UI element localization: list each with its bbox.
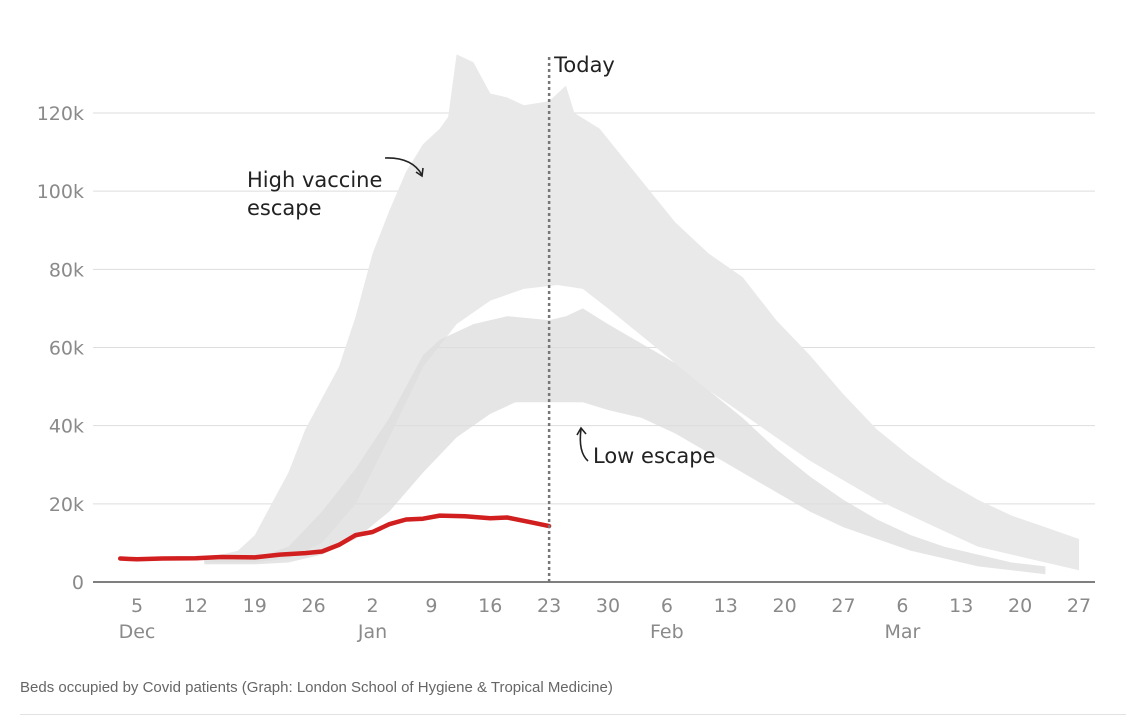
y-tick-label: 120k — [37, 103, 84, 125]
y-tick-label: 60k — [49, 338, 84, 360]
chart: 0 20k 40k 60k 80k 100k 120k 5 Dec 12 19 26 2 Jan 9 16 2… — [37, 53, 1095, 643]
y-tick-label: 80k — [49, 259, 84, 281]
x-tick-label: 5 — [131, 595, 143, 617]
x-month-label: Dec — [119, 621, 156, 643]
x-tick-label: 13 — [714, 595, 738, 617]
annotation-arrowhead-icon — [576, 426, 587, 436]
series-line-actual — [117, 513, 552, 562]
x-tick-label: 30 — [596, 595, 620, 617]
x-tick-label: 23 — [537, 595, 561, 617]
x-tick-label: 12 — [184, 595, 208, 617]
y-axis-ticks: 0 20k 40k 60k 80k 100k 120k — [37, 103, 84, 594]
today-label: Today — [553, 53, 615, 77]
annotation-high-escape-line2: escape — [247, 196, 322, 220]
annotation-arrowhead-icon — [415, 167, 424, 178]
chart-caption: Beds occupied by Covid patients (Graph: … — [20, 679, 613, 696]
x-tick-label: 16 — [478, 595, 502, 617]
x-axis-ticks: 5 Dec 12 19 26 2 Jan 9 16 23 30 6 Feb 13 20 27 6 Mar 13 20 2… — [119, 595, 1091, 643]
x-tick-label: 19 — [243, 595, 267, 617]
projection-bands — [204, 54, 1080, 575]
annotation-low-escape: Low escape — [576, 426, 716, 468]
y-tick-label: 0 — [72, 572, 84, 594]
x-month-label: Mar — [884, 621, 920, 643]
x-tick-label: 6 — [896, 595, 908, 617]
x-tick-label: 6 — [661, 595, 673, 617]
annotation-low-escape-label: Low escape — [593, 444, 716, 468]
annotation-arrow-icon — [579, 428, 589, 462]
x-tick-label: 2 — [366, 595, 378, 617]
x-tick-label: 20 — [773, 595, 797, 617]
annotation-high-escape-line1: High vaccine — [247, 168, 382, 192]
annotation-arrow-icon — [384, 157, 423, 176]
y-tick-label: 20k — [49, 494, 84, 516]
x-tick-label: 13 — [949, 595, 973, 617]
actual-series — [117, 513, 552, 562]
x-tick-label: 26 — [302, 595, 326, 617]
x-tick-label: 20 — [1008, 595, 1032, 617]
x-tick-label: 27 — [1067, 595, 1091, 617]
band-low-escape — [204, 308, 1046, 575]
band-high-escape — [204, 54, 1080, 571]
y-tick-label: 40k — [49, 416, 84, 438]
x-tick-label: 27 — [831, 595, 855, 617]
divider — [20, 714, 1126, 715]
x-month-label: Jan — [357, 621, 387, 643]
x-tick-label: 9 — [425, 595, 437, 617]
y-tick-label: 100k — [37, 181, 84, 203]
annotation-high-escape: High vaccine escape — [247, 157, 424, 220]
x-month-label: Feb — [650, 621, 684, 643]
